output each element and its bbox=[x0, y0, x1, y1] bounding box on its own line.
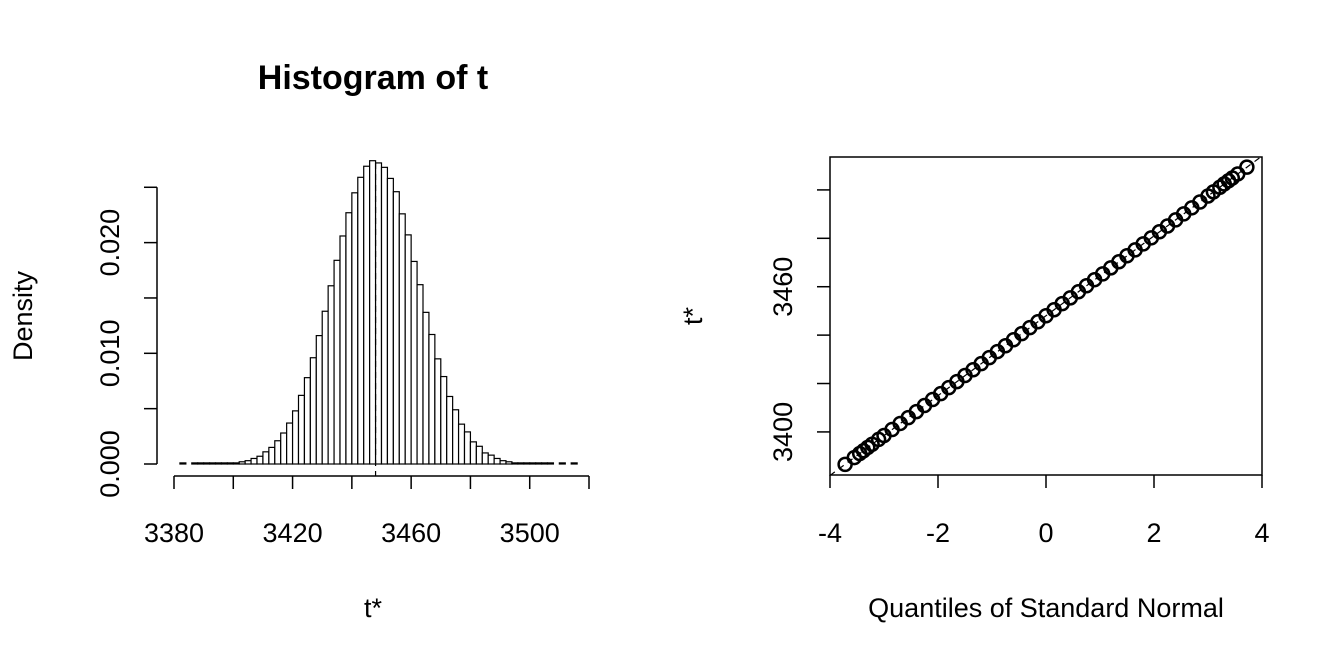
histogram-bar bbox=[452, 409, 460, 465]
x-tick-label: 3460 bbox=[381, 518, 441, 548]
x-tick-label: 3500 bbox=[500, 518, 560, 548]
reference-line bbox=[830, 157, 1262, 475]
histogram-bar bbox=[256, 455, 264, 465]
x-tick-label: 3380 bbox=[144, 518, 204, 548]
histogram-bar bbox=[345, 212, 353, 465]
qq-point bbox=[837, 456, 853, 473]
histogram-bar bbox=[220, 462, 228, 465]
histogram-bar bbox=[363, 165, 371, 465]
y-tick-label: 0.000 bbox=[95, 430, 125, 498]
histogram-bar bbox=[386, 177, 394, 465]
histogram-bar bbox=[493, 457, 501, 465]
histogram-bar bbox=[339, 235, 347, 465]
histogram-bar bbox=[457, 423, 466, 465]
histogram-bar bbox=[546, 462, 555, 465]
histogram-bar bbox=[214, 462, 223, 465]
histogram-bar bbox=[274, 440, 282, 465]
chart-title: Histogram of t bbox=[258, 59, 488, 97]
histogram-bar bbox=[380, 166, 389, 465]
histogram-bar bbox=[309, 357, 317, 465]
histogram-bar bbox=[291, 410, 300, 465]
histogram-bar bbox=[558, 462, 566, 465]
histogram-bar bbox=[529, 462, 537, 465]
histogram-bar bbox=[197, 462, 205, 465]
histogram-bar bbox=[250, 457, 258, 465]
histogram-bar bbox=[469, 441, 477, 465]
histogram-bar bbox=[398, 213, 406, 465]
y-tick-label: 3460 bbox=[768, 257, 798, 317]
histogram-bar bbox=[540, 462, 549, 465]
histogram-bar bbox=[262, 451, 270, 465]
histogram-bar bbox=[179, 462, 187, 465]
histogram-bar bbox=[369, 160, 377, 465]
histogram-bar bbox=[333, 259, 341, 465]
histogram-bar bbox=[481, 452, 489, 465]
x-tick-label: 0 bbox=[1038, 518, 1053, 548]
histogram-bar bbox=[416, 284, 424, 465]
histogram-bar bbox=[499, 460, 507, 465]
histogram-bar bbox=[570, 462, 578, 465]
histogram-bar bbox=[434, 358, 442, 465]
histogram-bar bbox=[226, 462, 234, 465]
histogram-bar bbox=[327, 285, 335, 465]
histogram-bar bbox=[351, 192, 359, 465]
y-tick-label: 3400 bbox=[768, 402, 798, 462]
histogram-bar bbox=[440, 375, 448, 465]
histogram-bar bbox=[191, 462, 199, 465]
x-tick-label: -2 bbox=[926, 518, 950, 548]
x-axis-label: t* bbox=[364, 593, 383, 623]
histogram-bar bbox=[446, 395, 454, 465]
x-tick-label: 3420 bbox=[263, 518, 323, 548]
x-tick-label: 4 bbox=[1254, 518, 1269, 548]
histogram-bar bbox=[523, 462, 531, 465]
histogram-bar bbox=[238, 461, 246, 465]
histogram-bar bbox=[244, 460, 252, 465]
histogram-bar bbox=[280, 432, 288, 465]
histogram-bar bbox=[487, 454, 495, 465]
histogram-bar bbox=[203, 462, 211, 465]
histogram-bar bbox=[286, 422, 294, 465]
histogram-bar bbox=[410, 260, 418, 465]
histogram-bar bbox=[374, 162, 383, 465]
qq-point bbox=[1239, 159, 1255, 175]
y-axis-label: t* bbox=[678, 307, 708, 326]
histogram-bar bbox=[315, 335, 323, 465]
y-tick-label: 0.020 bbox=[95, 209, 125, 277]
histogram-bar bbox=[475, 445, 483, 465]
histogram-bar bbox=[505, 461, 513, 465]
histogram-bar bbox=[297, 394, 306, 465]
histogram-bar bbox=[232, 462, 240, 465]
histogram-bar bbox=[422, 311, 430, 465]
y-axis-label: Density bbox=[8, 270, 38, 361]
histogram-bar bbox=[517, 462, 525, 465]
x-axis-label: Quantiles of Standard Normal bbox=[868, 593, 1224, 623]
histogram-bar bbox=[428, 333, 436, 465]
histogram-bar bbox=[208, 462, 217, 465]
histogram-bar bbox=[404, 234, 412, 465]
histogram-bar bbox=[463, 431, 472, 465]
histogram-bar bbox=[511, 462, 519, 465]
histogram-bar bbox=[535, 462, 543, 465]
x-tick-label: -4 bbox=[818, 518, 842, 548]
histogram-bar bbox=[268, 446, 276, 465]
histogram-bar bbox=[392, 191, 400, 465]
x-tick-label: 2 bbox=[1146, 518, 1161, 548]
histogram-bar bbox=[303, 377, 311, 465]
plot-frame bbox=[829, 156, 1263, 476]
histogram-bar bbox=[321, 310, 329, 465]
histogram-bar bbox=[357, 176, 365, 465]
y-tick-label: 0.010 bbox=[95, 320, 125, 388]
